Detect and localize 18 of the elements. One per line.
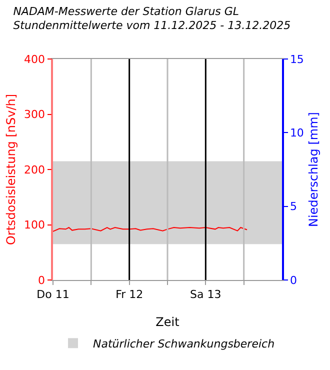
y2-axis-title: Niederschlag [mm] bbox=[306, 112, 320, 227]
y2-tick-label: 0 bbox=[290, 274, 297, 287]
y-tick-label: 100 bbox=[24, 218, 46, 232]
x-tick-label: Do 11 bbox=[36, 288, 70, 302]
y2-tick-label: 15 bbox=[290, 52, 304, 66]
y2-tick-label: 5 bbox=[290, 200, 297, 214]
y-tick-label: 400 bbox=[24, 52, 46, 66]
y-tick-label: 200 bbox=[24, 163, 46, 176]
x-axis-title: Zeit bbox=[156, 315, 180, 329]
y-axis-title: Ortsdosisleistung [nSv/h] bbox=[4, 94, 18, 246]
chart-subtitle: Stundenmittelwerte vom 11.12.2025 - 13.12.2025 bbox=[13, 19, 291, 32]
legend-label: Natürlicher Schwankungsbereich bbox=[93, 337, 275, 350]
y-tick-label: 300 bbox=[24, 108, 46, 122]
y-tick-label: 0 bbox=[38, 274, 46, 287]
x-tick-label: Fr 12 bbox=[116, 288, 144, 302]
y2-tick-label: 10 bbox=[290, 126, 304, 140]
chart-title: NADAM-Messwerte der Station Glarus GL bbox=[13, 4, 240, 18]
x-tick-label: Sa 13 bbox=[190, 288, 222, 302]
